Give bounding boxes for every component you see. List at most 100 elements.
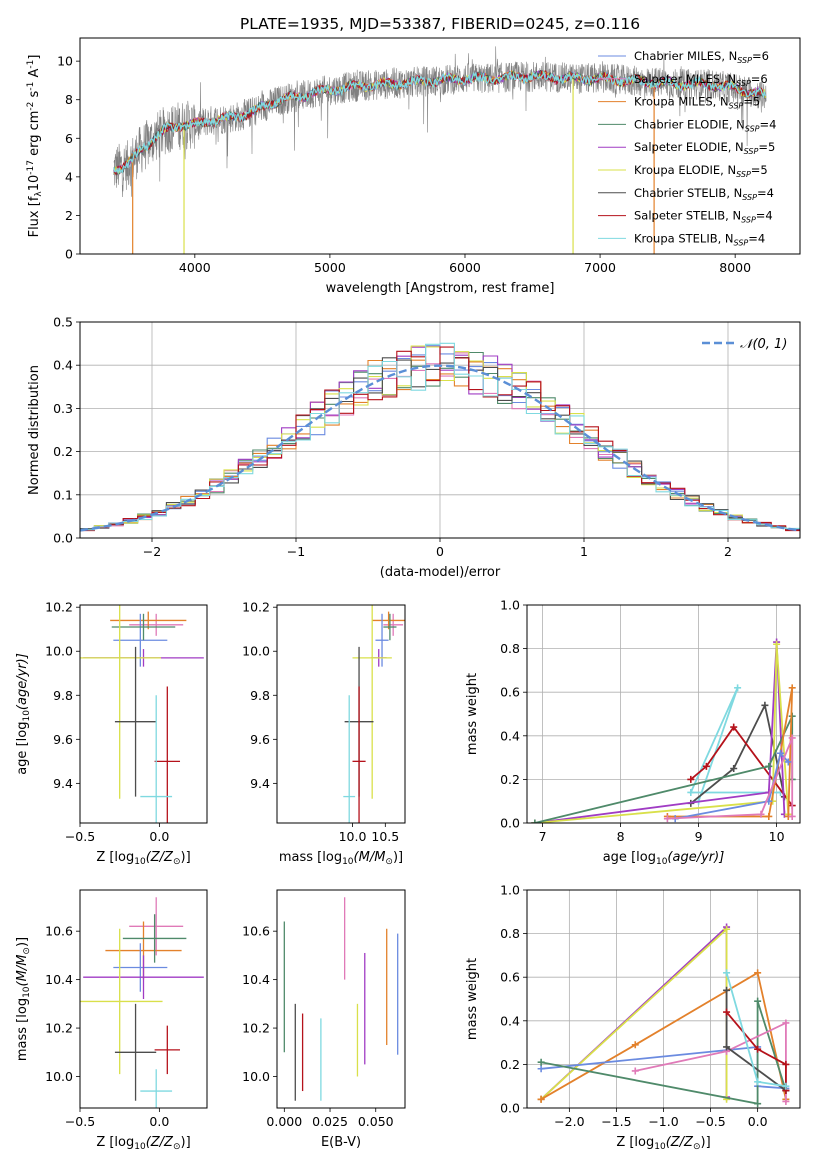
residuals-panel: −2 −1 0 1 2 0.0 0.1 0.2 0.3 0.4 0.5 (data-model)/er… — [27, 315, 801, 580]
mass-weight-marker — [730, 765, 738, 772]
errorbar-point — [80, 605, 161, 799]
mass-weight-marker — [687, 788, 695, 796]
y-tick-label: 0.0 — [53, 531, 73, 546]
mass-weight-marker — [765, 762, 773, 770]
x-tick-label: 0.0 — [149, 1114, 169, 1129]
y-axis-label: mass weight — [465, 958, 480, 1040]
errorbar-point — [113, 943, 168, 992]
y-tick-label: 2 — [65, 208, 73, 223]
y-axis-label: age [log10(age/yr)] — [15, 653, 32, 775]
axes-frame — [79, 604, 208, 824]
x-tick-label: 7 — [539, 829, 547, 844]
y-tick-label: 10.0 — [242, 1069, 270, 1084]
mass-weight-marker — [788, 684, 796, 692]
errorbar-point — [383, 613, 404, 636]
y-axis-label: mass [log10(M/M⊙)] — [15, 937, 32, 1061]
y-tick-label: 9.4 — [53, 776, 73, 791]
y-tick-label: 0.0 — [500, 1101, 520, 1116]
errorbar-point — [114, 646, 157, 797]
mass-weight-marker — [754, 1078, 762, 1086]
residual-histogram — [80, 342, 800, 531]
errorbar-point — [375, 613, 389, 667]
mass-weight-marker — [782, 1082, 790, 1090]
x-axis-label: Z [log10(Z/Z⊙)] — [616, 1135, 710, 1152]
legend-entry: Chabrier ELODIE, NSSP=4 — [634, 117, 776, 133]
age-vs-Z-plot-area — [80, 605, 204, 823]
y-tick-label: 1.0 — [500, 883, 520, 898]
y-tick-label: 1.0 — [500, 598, 520, 613]
axes-frame — [276, 604, 406, 824]
errorbar-point — [343, 695, 356, 823]
mass-weight-marker — [782, 1060, 790, 1068]
legend-entry: Salpeter MILES, NSSP=6 — [634, 72, 768, 88]
mass-weight-marker — [663, 815, 671, 823]
x-tick-label: 9 — [695, 829, 703, 844]
x-tick-label: −1.0 — [648, 1114, 678, 1129]
y-tick-label: 10.0 — [45, 1069, 73, 1084]
mass-weight-series — [690, 725, 793, 807]
y-tick-label: 10.2 — [242, 1021, 270, 1036]
y-tick-label: 0.3 — [53, 401, 73, 416]
y-tick-label: 0.8 — [500, 926, 520, 941]
mass-weight-marker — [723, 1043, 731, 1051]
errorbar-point — [372, 611, 405, 630]
y-tick-label: 0 — [65, 247, 73, 262]
age-vs-mass-panel: 10.0 10.5 9.4 9.6 9.8 10.0 10.2 mass [log10(M/M… — [242, 600, 406, 867]
legend-entry: Salpeter ELODIE, NSSP=5 — [634, 140, 775, 156]
x-tick-label: 5000 — [314, 260, 346, 275]
mass-weight-vs-Z-plot-area — [537, 923, 790, 1108]
legend-entry: Kroupa ELODIE, NSSP=5 — [634, 163, 768, 179]
y-tick-label: 9.6 — [250, 732, 270, 747]
x-tick-label: 10.5 — [371, 829, 399, 844]
observed-spectrum-line — [113, 46, 767, 198]
x-axis-label: Z [log10(Z/Z⊙)] — [96, 1135, 190, 1152]
y-tick-label: 9.4 — [250, 776, 270, 791]
y-tick-label: 0.6 — [500, 970, 520, 985]
x-axis-label: (data-model)/error — [380, 565, 501, 580]
mass-weight-marker — [631, 1041, 639, 1049]
x-tick-label: 8000 — [719, 260, 751, 275]
y-tick-label: 10.2 — [45, 1021, 73, 1036]
mass-weight-marker — [537, 1065, 545, 1073]
legend-entry: Chabrier STELIB, NSSP=4 — [634, 186, 774, 202]
x-tick-label: 0.000 — [266, 1114, 302, 1129]
mass-weight-marker — [723, 1008, 731, 1016]
y-tick-label: 10.6 — [45, 924, 73, 939]
x-tick-label: −0.5 — [65, 1114, 95, 1129]
y-tick-label: 0.2 — [500, 1057, 520, 1072]
errorbar-point — [111, 613, 176, 641]
y-tick-label: 0.0 — [500, 816, 520, 831]
legend: Chabrier MILES, NSSP=6 Salpeter MILES, NS… — [598, 49, 776, 247]
y-tick-label: 8 — [65, 92, 73, 107]
x-tick-label: 0 — [436, 544, 444, 559]
y-tick-label: 0.5 — [53, 315, 73, 330]
mass-weight-marker — [531, 819, 539, 823]
mass-weight-marker — [723, 969, 731, 977]
y-tick-label: 0.8 — [500, 641, 520, 656]
legend-entry: 𝒩(0, 1) — [740, 337, 787, 352]
legend-entry: Kroupa MILES, NSSP=5 — [634, 95, 760, 111]
x-tick-label: 4000 — [179, 260, 211, 275]
y-axis-label: mass weight — [465, 673, 480, 755]
mass-weight-series — [667, 737, 794, 820]
errorbar-point — [113, 613, 168, 667]
y-tick-label: 10.0 — [45, 644, 73, 659]
mass-weight-marker — [537, 1095, 545, 1103]
mass-weight-marker — [757, 810, 765, 818]
y-tick-label: 0.2 — [53, 444, 73, 459]
mass-weight-marker — [723, 986, 731, 994]
mass-weight-marker — [765, 812, 773, 820]
errorbar-point — [83, 955, 204, 999]
mass-weight-marker — [687, 775, 695, 783]
x-tick-label: 1 — [580, 544, 588, 559]
mass-weight-marker — [754, 1045, 762, 1053]
y-tick-label: 9.6 — [53, 732, 73, 747]
x-tick-label: 0.0 — [149, 829, 169, 844]
errorbar-point — [114, 1003, 157, 1101]
y-tick-label: 0.4 — [53, 358, 73, 373]
mass-weight-marker — [754, 969, 762, 977]
x-tick-label: 2 — [724, 544, 732, 559]
y-tick-label: 10.2 — [242, 600, 270, 615]
mass-weight-marker — [631, 1067, 639, 1075]
